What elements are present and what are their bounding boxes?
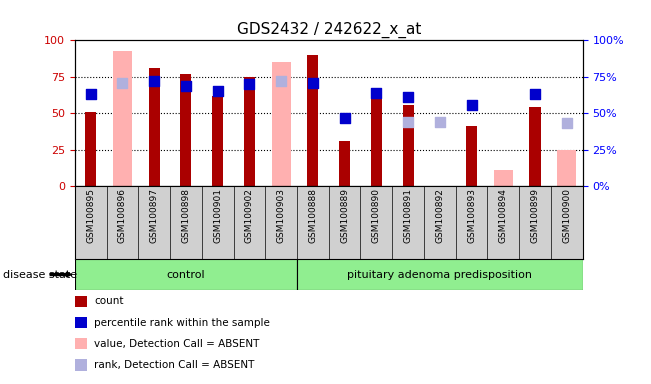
Text: GSM100900: GSM100900	[562, 189, 572, 243]
Bar	[493, 170, 513, 186]
Text: GSM100893: GSM100893	[467, 189, 476, 243]
Bar	[180, 74, 191, 186]
Text: GSM100902: GSM100902	[245, 189, 254, 243]
Point	[276, 78, 286, 84]
Text: GSM100898: GSM100898	[182, 189, 191, 243]
FancyBboxPatch shape	[297, 259, 583, 290]
Point	[308, 79, 318, 86]
Text: GSM100892: GSM100892	[436, 189, 445, 243]
Text: control: control	[167, 270, 205, 280]
Text: percentile rank within the sample: percentile rank within the sample	[94, 318, 270, 328]
Bar	[339, 141, 350, 186]
Text: GSM100895: GSM100895	[86, 189, 95, 243]
Point	[339, 114, 350, 121]
Point	[530, 91, 540, 98]
Point	[117, 79, 128, 86]
Text: GSM100896: GSM100896	[118, 189, 127, 243]
Text: GSM100899: GSM100899	[531, 189, 540, 243]
Point	[181, 83, 191, 89]
Text: GSM100901: GSM100901	[213, 189, 222, 243]
Text: GSM100891: GSM100891	[404, 189, 413, 243]
Point	[403, 119, 413, 125]
Point	[435, 119, 445, 125]
Text: GSM100890: GSM100890	[372, 189, 381, 243]
Text: GSM100897: GSM100897	[150, 189, 159, 243]
Text: pituitary adenoma predisposition: pituitary adenoma predisposition	[348, 270, 533, 280]
Bar	[307, 55, 318, 186]
Bar	[529, 108, 540, 186]
Bar	[557, 150, 576, 186]
Point	[562, 121, 572, 127]
Text: count: count	[94, 296, 124, 306]
Bar	[271, 62, 290, 186]
Text: GSM100889: GSM100889	[340, 189, 349, 243]
Bar	[371, 99, 382, 186]
Text: GSM100894: GSM100894	[499, 189, 508, 243]
Point	[244, 81, 255, 87]
Bar	[244, 77, 255, 186]
Bar	[148, 68, 159, 186]
Bar	[85, 112, 96, 186]
Point	[212, 88, 223, 94]
Text: GSM100888: GSM100888	[309, 189, 318, 243]
Title: GDS2432 / 242622_x_at: GDS2432 / 242622_x_at	[236, 22, 421, 38]
Bar	[212, 96, 223, 186]
Point	[403, 94, 413, 100]
Text: disease state: disease state	[3, 270, 77, 280]
Bar	[466, 126, 477, 186]
Text: rank, Detection Call = ABSENT: rank, Detection Call = ABSENT	[94, 360, 255, 370]
Point	[371, 90, 381, 96]
Bar	[113, 51, 132, 186]
Point	[149, 78, 159, 84]
Bar	[402, 104, 413, 186]
FancyBboxPatch shape	[75, 259, 297, 290]
Text: value, Detection Call = ABSENT: value, Detection Call = ABSENT	[94, 339, 260, 349]
Point	[85, 91, 96, 98]
Text: GSM100903: GSM100903	[277, 189, 286, 243]
Point	[466, 101, 477, 108]
